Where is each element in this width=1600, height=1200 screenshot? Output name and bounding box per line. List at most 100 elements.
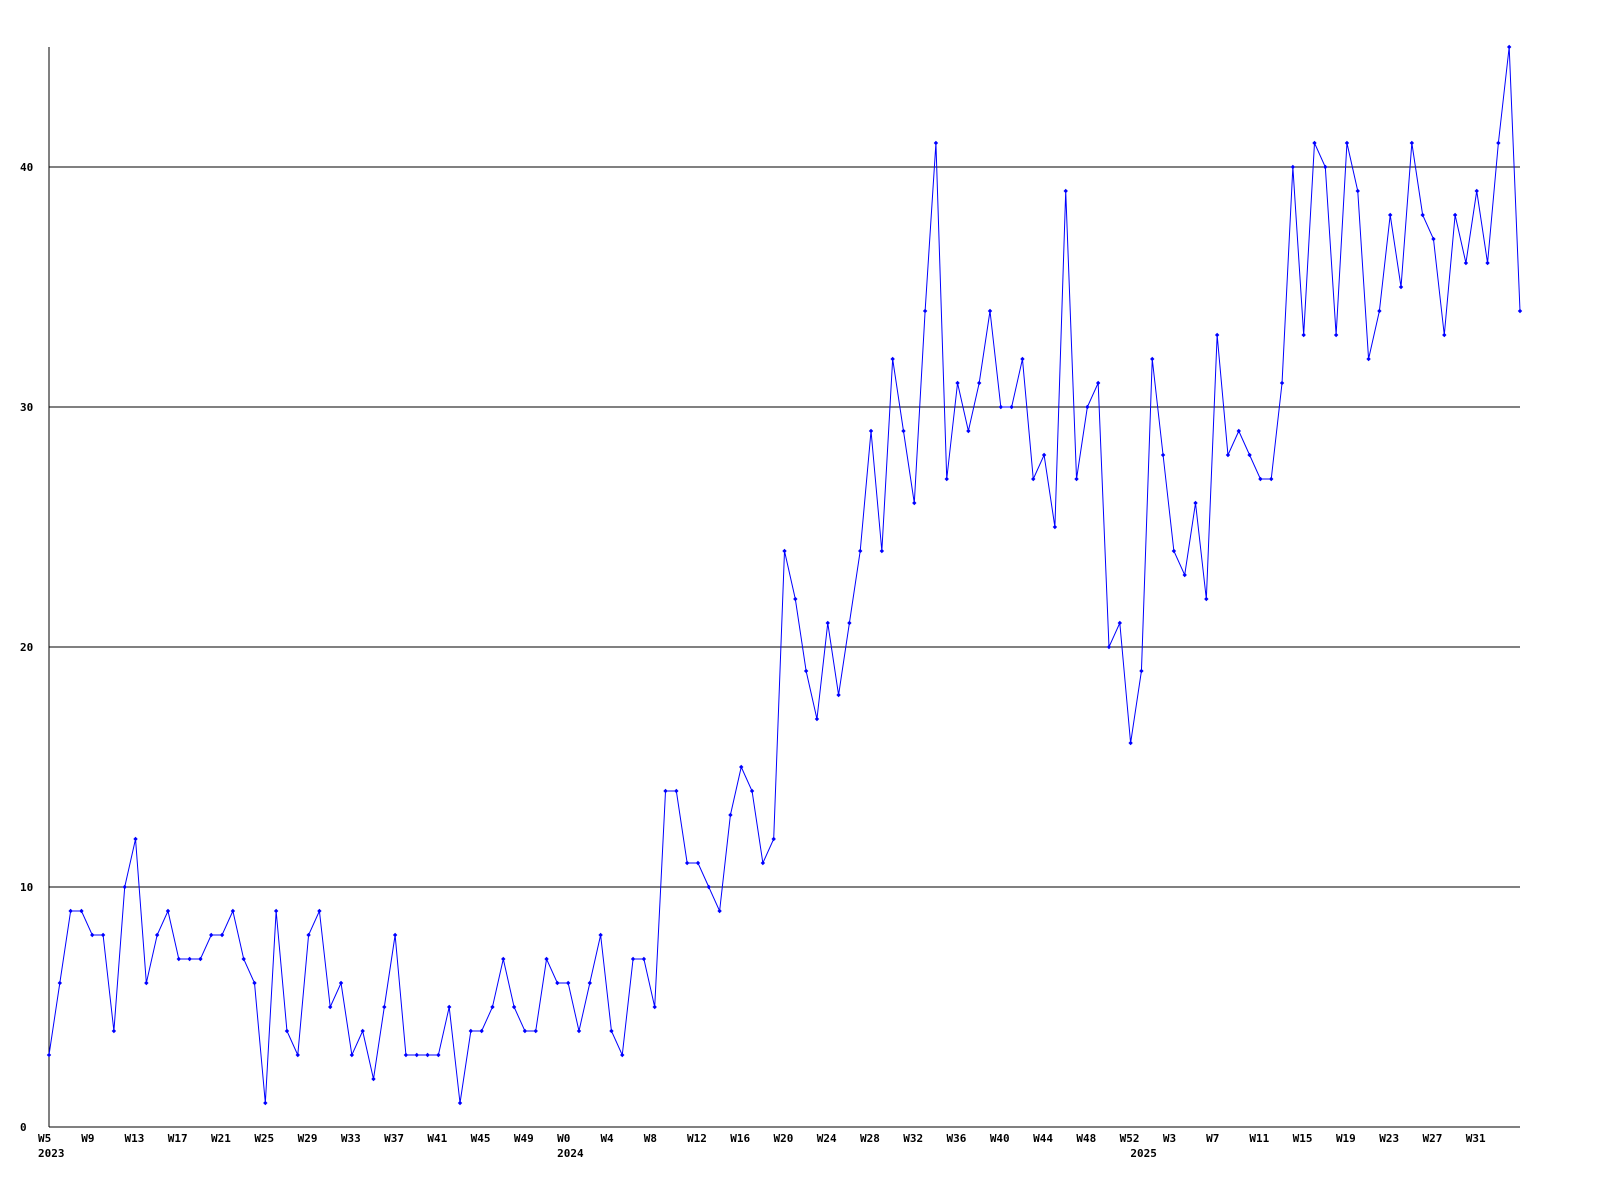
data-point xyxy=(1128,740,1133,746)
data-point xyxy=(490,1004,495,1010)
data-point xyxy=(154,932,160,938)
data-point xyxy=(1214,332,1220,338)
data-point xyxy=(446,1004,452,1010)
data-point xyxy=(360,1028,365,1034)
x-tick-label: W21 xyxy=(211,1132,231,1145)
data-point xyxy=(1463,260,1469,266)
x-tick-label: W5 xyxy=(38,1132,51,1145)
data-point xyxy=(1355,188,1360,194)
data-point xyxy=(760,860,766,866)
x-tick-label: W0 xyxy=(557,1132,570,1145)
data-point xyxy=(912,500,917,506)
year-label: 2023 xyxy=(38,1147,65,1160)
data-point xyxy=(1344,140,1350,146)
data-point xyxy=(587,980,593,986)
year-label: 2025 xyxy=(1130,1147,1157,1160)
data-point xyxy=(349,1052,355,1058)
data-point xyxy=(1052,524,1058,530)
data-point xyxy=(219,932,225,938)
data-point xyxy=(998,404,1004,410)
data-point xyxy=(1106,644,1112,650)
data-point xyxy=(609,1028,614,1034)
data-point xyxy=(922,308,928,314)
data-point xyxy=(338,980,344,986)
data-point xyxy=(739,764,744,770)
y-tick-label: 30 xyxy=(20,401,33,414)
x-tick-label: W49 xyxy=(514,1132,534,1145)
data-point xyxy=(728,812,733,818)
x-tick-label: W16 xyxy=(730,1132,750,1145)
data-point xyxy=(1366,356,1371,362)
data-point xyxy=(198,956,203,962)
data-point xyxy=(868,428,874,434)
data-point xyxy=(1247,452,1252,458)
x-tick-label: W7 xyxy=(1206,1132,1219,1145)
data-point xyxy=(544,956,549,962)
data-point xyxy=(684,860,690,866)
data-point xyxy=(1323,164,1328,170)
x-tick-label: W24 xyxy=(817,1132,837,1145)
data-point xyxy=(879,548,885,554)
data-point xyxy=(1333,332,1339,338)
data-point xyxy=(1485,260,1490,266)
data-point xyxy=(1236,428,1241,434)
data-point xyxy=(1009,404,1014,410)
data-point xyxy=(328,1004,333,1010)
x-tick-label: W8 xyxy=(644,1132,657,1145)
y-tick-label: 10 xyxy=(20,881,33,894)
data-point xyxy=(771,836,776,842)
x-tick-label: W29 xyxy=(298,1132,318,1145)
data-point xyxy=(382,1004,387,1010)
data-point xyxy=(263,1100,268,1106)
x-tick-label: W9 xyxy=(81,1132,94,1145)
data-point xyxy=(436,1052,441,1058)
data-point xyxy=(1388,212,1393,218)
x-tick-label: W52 xyxy=(1120,1132,1140,1145)
data-point xyxy=(187,956,192,962)
data-point xyxy=(1160,452,1166,458)
x-tick-label: W20 xyxy=(774,1132,794,1145)
data-point xyxy=(209,932,214,938)
data-point xyxy=(1041,452,1047,458)
data-point xyxy=(1171,548,1177,554)
data-point xyxy=(1193,500,1198,506)
data-point xyxy=(511,1004,517,1010)
data-point xyxy=(306,932,311,938)
data-point xyxy=(68,908,73,914)
data-point xyxy=(1020,356,1025,362)
data-point xyxy=(847,620,852,626)
data-point xyxy=(457,1100,463,1106)
data-point xyxy=(1474,188,1479,194)
x-tick-label: W28 xyxy=(860,1132,880,1145)
data-point xyxy=(468,1028,474,1034)
data-point xyxy=(890,356,895,362)
data-point xyxy=(620,1052,625,1058)
data-point xyxy=(695,860,701,866)
x-tick-label: W45 xyxy=(471,1132,491,1145)
data-point xyxy=(165,908,171,914)
x-tick-label: W32 xyxy=(903,1132,923,1145)
x-tick-label: W19 xyxy=(1336,1132,1356,1145)
x-tick-label: W12 xyxy=(687,1132,707,1145)
data-point xyxy=(1290,164,1296,170)
data-point xyxy=(79,908,84,914)
data-point xyxy=(1420,212,1425,218)
data-point xyxy=(1182,572,1187,578)
y-tick-label: 40 xyxy=(20,161,33,174)
data-point xyxy=(1377,308,1382,314)
data-point xyxy=(803,668,809,674)
x-tick-label: W44 xyxy=(1033,1132,1053,1145)
data-point xyxy=(317,908,322,914)
data-point xyxy=(836,692,841,698)
data-point xyxy=(782,548,787,554)
x-tick-label: W25 xyxy=(254,1132,274,1145)
data-point xyxy=(1095,380,1101,386)
data-point xyxy=(111,1028,117,1034)
data-point xyxy=(371,1076,376,1082)
x-tick-label: W41 xyxy=(427,1132,447,1145)
data-point xyxy=(858,548,863,554)
data-point xyxy=(966,428,971,434)
data-point xyxy=(1204,596,1209,602)
data-point xyxy=(176,956,181,962)
